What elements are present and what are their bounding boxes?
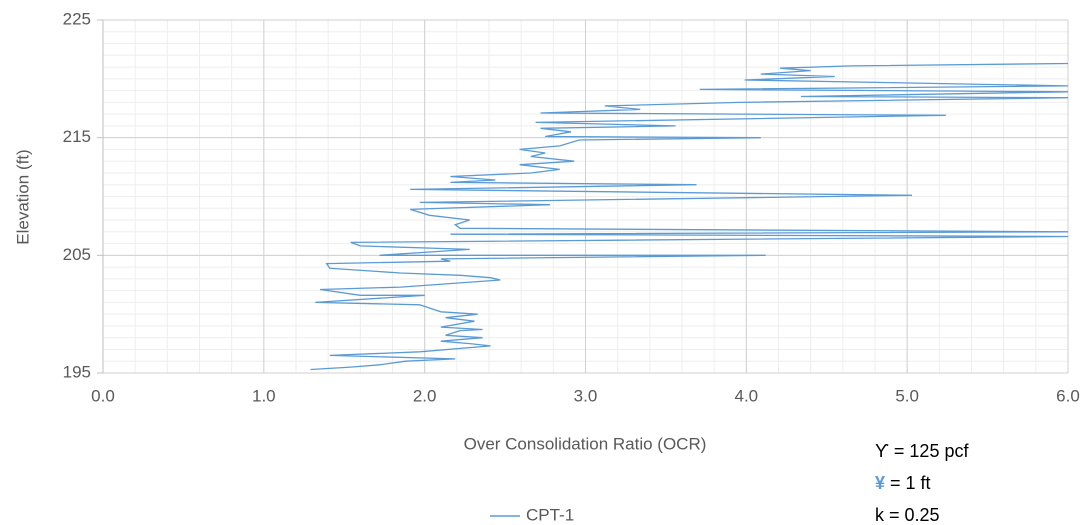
y-tick-label: 205 [63,245,91,264]
data-line [310,62,1069,371]
annotation-symbol: ¥ [875,473,885,493]
x-tick-label: 6.0 [1056,386,1080,405]
y-tick-label: 195 [63,362,91,381]
annotation-text: = 125 pcf [894,441,970,461]
y-tick-label: 215 [63,127,91,146]
annotation-symbol: ϒ [875,441,889,461]
annotation: ϒ = 125 pcf [875,441,969,461]
annotation-symbol: k [875,505,885,525]
annotation: ¥ = 1 ft [875,473,931,493]
annotation: k = 0.25 [875,505,940,525]
y-axis-title: Elevation (ft) [13,149,32,244]
x-tick-label: 2.0 [413,386,437,405]
x-tick-label: 1.0 [252,386,276,405]
y-tick-label: 225 [63,9,91,28]
annotation-text: = 1 ft [890,473,931,493]
x-tick-label: 5.0 [895,386,919,405]
legend-label: CPT-1 [526,505,574,524]
x-axis-title: Over Consolidation Ratio (OCR) [464,434,707,453]
annotation-text: = 0.25 [889,505,940,525]
x-tick-label: 3.0 [574,386,598,405]
x-tick-label: 0.0 [91,386,115,405]
x-tick-label: 4.0 [735,386,759,405]
